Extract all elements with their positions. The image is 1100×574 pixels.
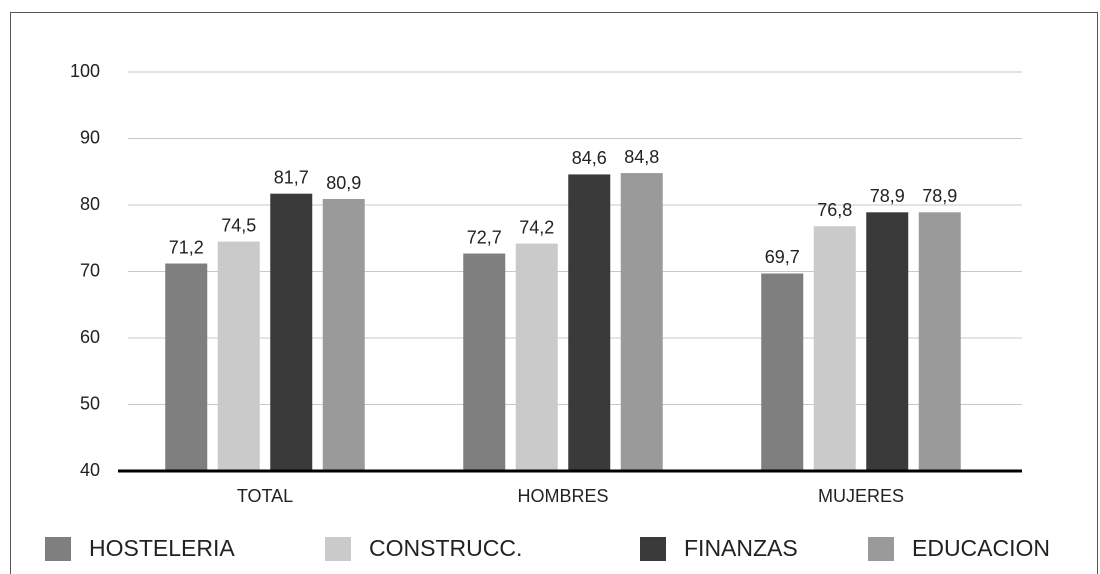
value-label: 74,5 [221,215,256,235]
bar [568,174,611,471]
y-tick-label: 70 [80,260,100,280]
value-label: 74,2 [519,217,554,237]
legend-swatch [640,537,666,561]
legend-label: FINANZAS [684,535,798,561]
bar [322,199,365,471]
value-label: 78,9 [922,186,957,206]
bar [270,193,313,471]
value-label: 84,6 [572,148,607,168]
bar [515,243,558,471]
value-label: 84,8 [624,147,659,167]
x-tick-label: HOMBRES [517,486,608,506]
value-label: 71,2 [169,237,204,257]
legend-label: CONSTRUCC. [369,535,522,561]
bar [813,226,856,471]
legend-label: EDUCACION [912,535,1050,561]
bar [866,212,909,471]
legend-label: HOSTELERIA [89,535,235,561]
legend-swatch [45,537,71,561]
value-label: 76,8 [817,200,852,220]
y-tick-label: 90 [80,127,100,147]
value-label: 72,7 [467,227,502,247]
y-tick-label: 80 [80,194,100,214]
bar [165,263,208,471]
y-tick-label: 50 [80,393,100,413]
y-tick-label: 100 [70,61,100,81]
bar [761,273,804,471]
legend-swatch [325,537,351,561]
bar [217,241,260,471]
legend-swatch [868,537,894,561]
value-label: 81,7 [274,167,309,187]
bar [620,173,663,471]
frame [10,12,1098,574]
x-tick-label: MUJERES [818,486,904,506]
bar [918,212,961,471]
bar [463,253,506,471]
x-tick-label: TOTAL [237,486,293,506]
value-label: 69,7 [765,247,800,267]
y-tick-label: 60 [80,327,100,347]
value-label: 78,9 [870,186,905,206]
y-tick-label: 40 [80,460,100,480]
value-label: 80,9 [326,173,361,193]
